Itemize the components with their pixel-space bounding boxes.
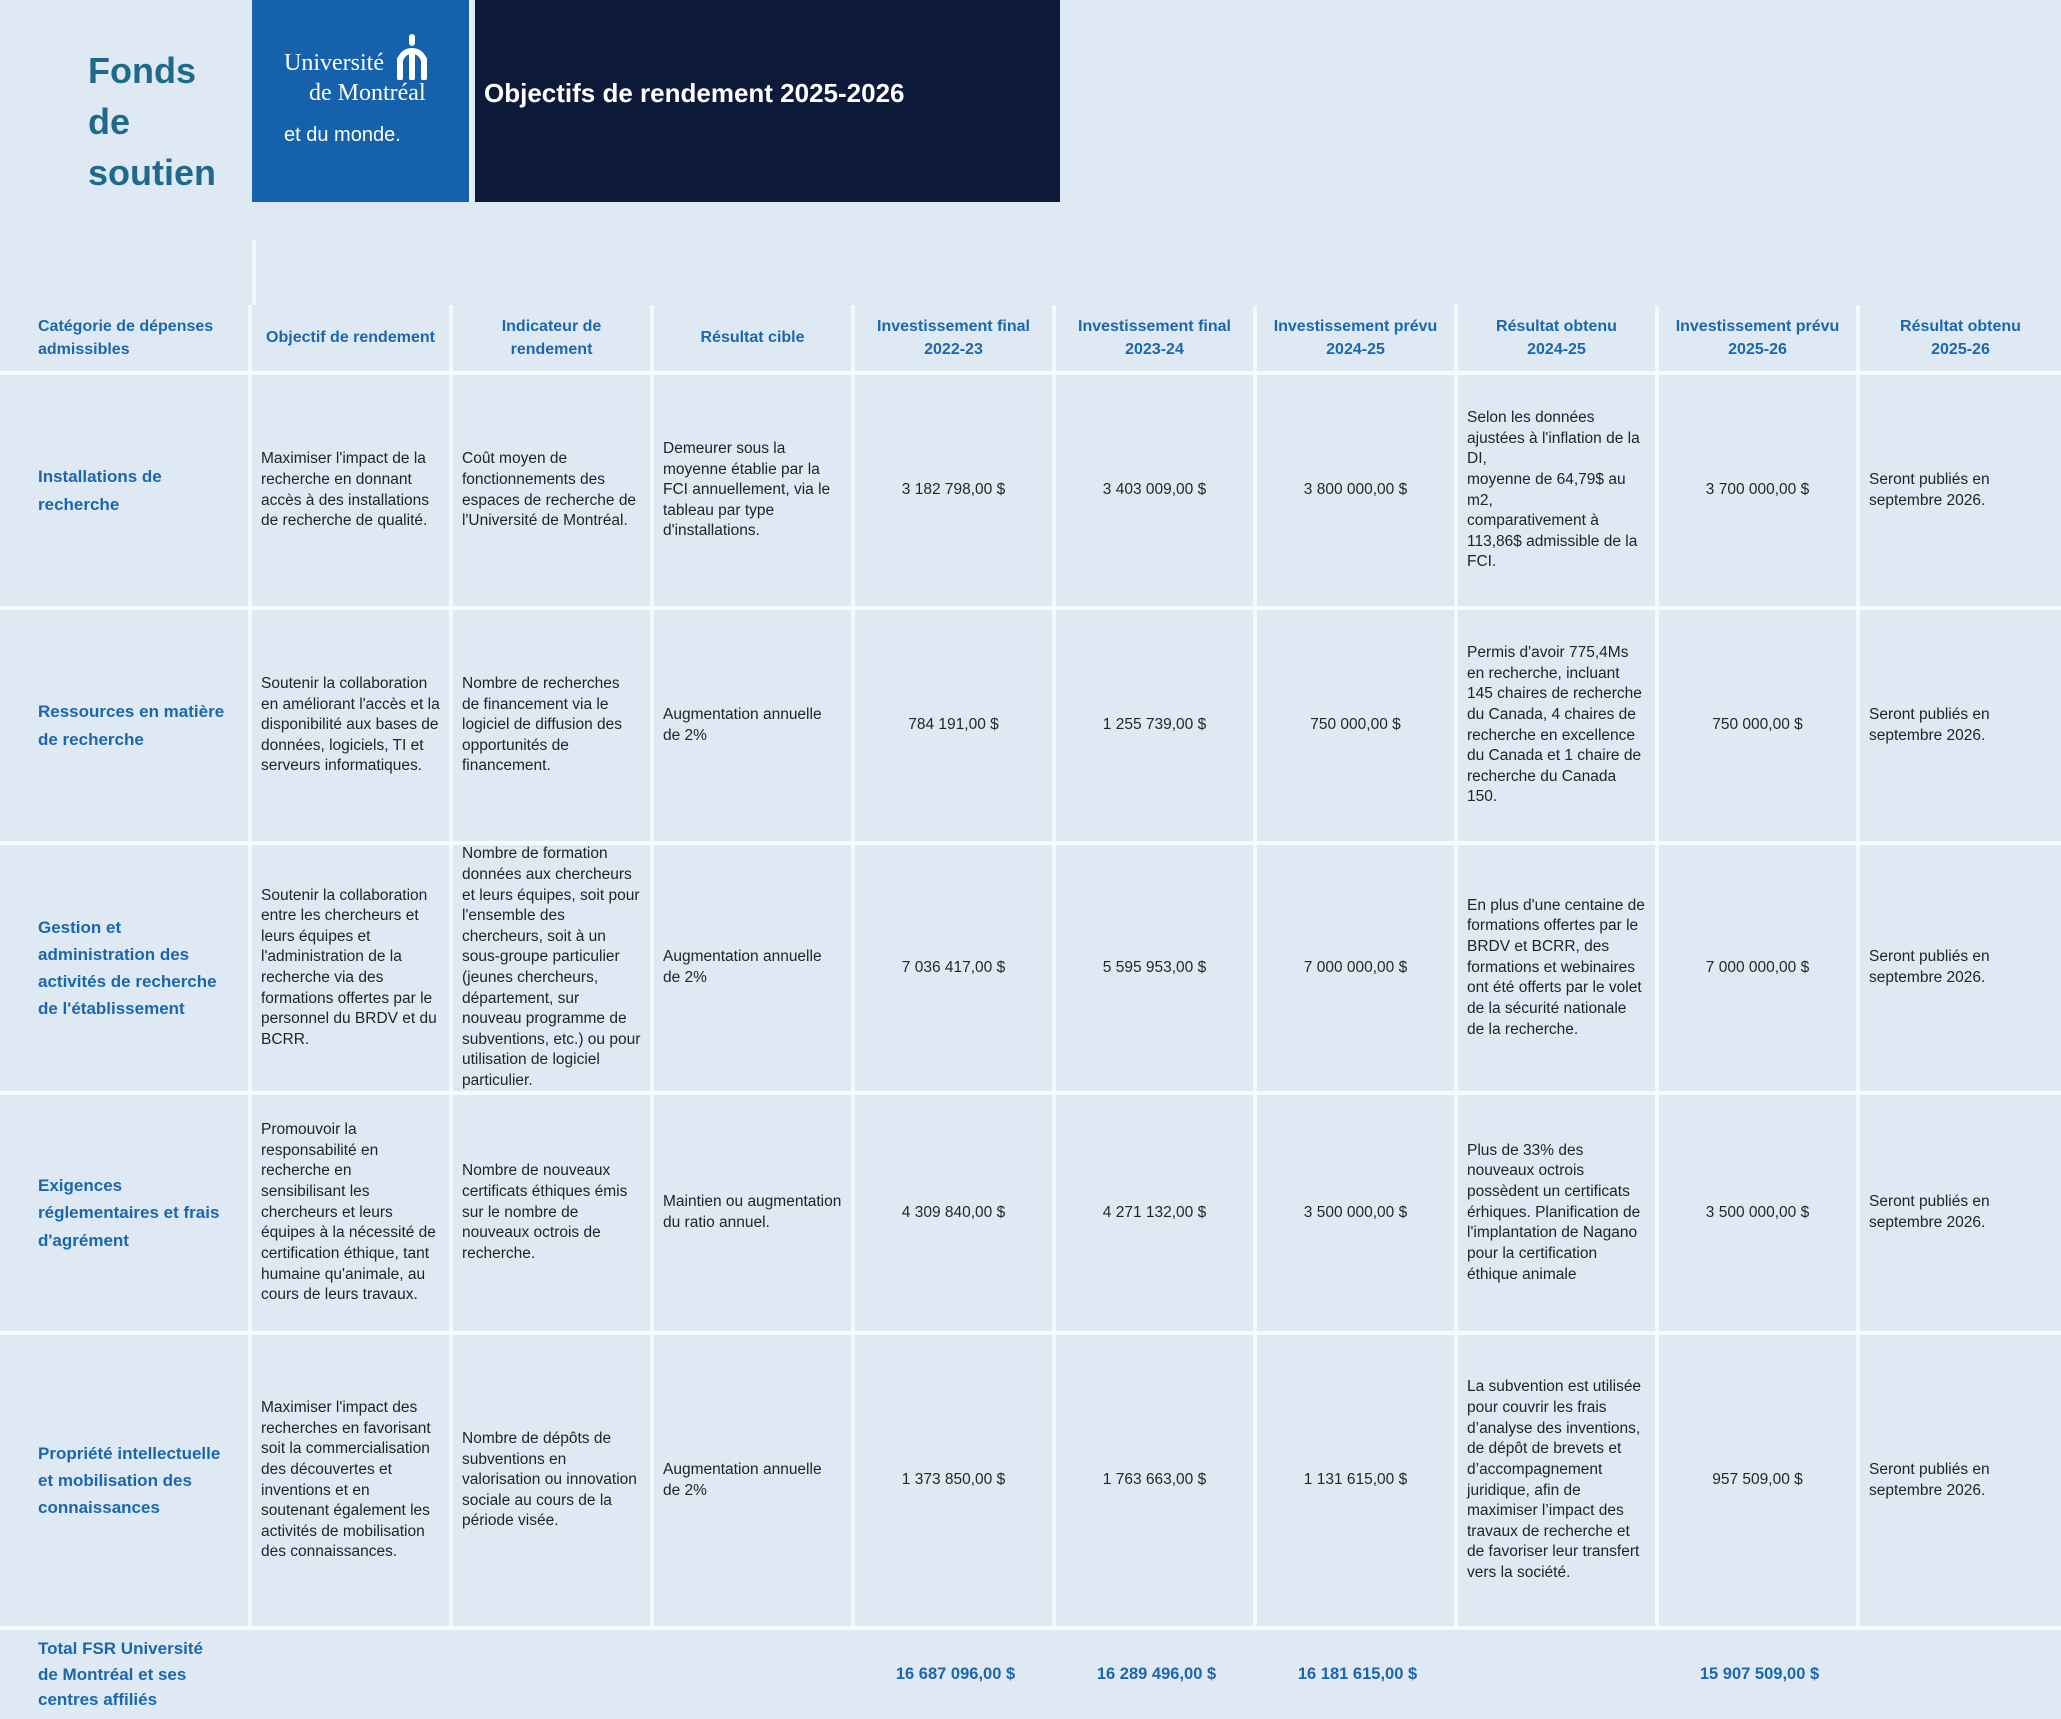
row-inv-prevu-2025-26: 750 000,00 $	[1659, 610, 1860, 841]
row-resultat-2024-25: La subvention est utilisée pour couvrir …	[1458, 1335, 1659, 1626]
banner-title: Objectifs de rendement 2025-2026	[484, 77, 905, 108]
row-resultat-2024-25: Permis d'avoir 775,4Ms en recherche, inc…	[1458, 610, 1659, 841]
row-inv-prevu-2025-26: 3 700 000,00 $	[1659, 375, 1860, 606]
table-row-ressources: Ressources en matière de recherche Soute…	[0, 610, 2061, 845]
row-objective: Maximiser l'impact des recherches en fav…	[252, 1335, 453, 1626]
row-category: Installations de recherche	[0, 375, 252, 606]
row-inv-final-2022-23: 784 191,00 $	[855, 610, 1056, 841]
total-2023-24: 16 289 496,00 $	[1096, 1664, 1217, 1683]
row-target: Augmentation annuelle de 2%	[654, 610, 855, 841]
row-target: Augmentation annuelle de 2%	[654, 1335, 855, 1626]
row-category: Ressources en matière de recherche	[0, 610, 252, 841]
table-total-row: Total FSR Université de Montréal et ses …	[0, 1630, 2061, 1719]
row-inv-prevu-2024-25: 1 131 615,00 $	[1257, 1335, 1458, 1626]
empty-cell	[1458, 1630, 1659, 1719]
row-indicator: Nombre de recherches de financement via …	[453, 610, 654, 841]
row-inv-final-2022-23: 1 373 850,00 $	[855, 1335, 1056, 1626]
row-resultat-2025-26: Seront publiés en septembre 2026.	[1869, 705, 1990, 744]
total-prevu-2025-26: 15 907 509,00 $	[1699, 1664, 1820, 1683]
row-objective: Soutenir la collaboration entre les cher…	[252, 845, 453, 1091]
row-target: Augmentation annuelle de 2%	[654, 845, 855, 1091]
row-resultat-2024-25: Selon les données ajustées à l'inflation…	[1458, 375, 1659, 606]
total-2022-23: 16 687 096,00 $	[895, 1664, 1016, 1683]
row-objective: Promouvoir la responsabilité en recherch…	[252, 1095, 453, 1331]
divider	[252, 240, 256, 305]
table-row-propriete: Propriété intellectuelle et mobilisation…	[0, 1335, 2061, 1630]
row-resultat-2025-26: Seront publiés en septembre 2026.	[1869, 948, 1990, 986]
table-row-installations: Installations de recherche Maximiser l'i…	[0, 375, 2061, 610]
row-indicator: Nombre de nouveaux certificats éthiques …	[453, 1095, 654, 1331]
row-inv-prevu-2025-26: 957 509,00 $	[1659, 1335, 1860, 1626]
logo-wordmark-line2: de Montréal	[309, 80, 426, 106]
table-row-gestion: Gestion et administration des activités …	[0, 845, 2061, 1095]
row-inv-prevu-2024-25: 3 800 000,00 $	[1257, 375, 1458, 606]
row-inv-prevu-2025-26: 7 000 000,00 $	[1659, 845, 1860, 1091]
row-resultat-2025-26: Seront publiés en septembre 2026.	[1869, 470, 1990, 509]
row-resultat-2025-26: Seront publiés en septembre 2026.	[1869, 1193, 1990, 1231]
row-inv-final-2023-24: 3 403 009,00 $	[1056, 375, 1257, 606]
row-inv-prevu-2024-25: 750 000,00 $	[1257, 610, 1458, 841]
empty-cell	[252, 1630, 453, 1719]
row-target: Maintien ou augmentation du ratio annuel…	[654, 1095, 855, 1331]
row-indicator: Nombre de formation données aux chercheu…	[453, 845, 654, 1091]
table-row-exigences: Exigences réglementaires et frais d'agré…	[0, 1095, 2061, 1335]
row-inv-final-2023-24: 5 595 953,00 $	[1056, 845, 1257, 1091]
col-header-objectif: Objectif de rendement	[252, 305, 453, 371]
empty-cell	[654, 1630, 855, 1719]
col-header-inv-final-2023-24: Investissement final 2023-24	[1056, 305, 1257, 371]
col-header-resultat-2025-26: Résultat obtenu 2025-26	[1900, 317, 2021, 358]
total-2024-25: 16 181 615,00 $	[1297, 1664, 1418, 1683]
row-category: Exigences réglementaires et frais d'agré…	[0, 1095, 252, 1331]
total-label: Total FSR Université de Montréal et ses …	[38, 1639, 203, 1710]
row-inv-final-2023-24: 4 271 132,00 $	[1056, 1095, 1257, 1331]
row-inv-final-2023-24: 1 763 663,00 $	[1056, 1335, 1257, 1626]
udem-logo: Université de Montréal et du monde.	[252, 0, 472, 202]
col-header-indicateur: Indicateur de rendement	[453, 305, 654, 371]
row-target: Demeurer sous la moyenne établie par la …	[654, 375, 855, 606]
row-resultat-2025-26: Seront publiés en septembre 2026.	[1869, 1460, 1990, 1499]
row-category: Gestion et administration des activités …	[0, 845, 252, 1091]
empty-cell	[1860, 1630, 2061, 1719]
row-resultat-2024-25: En plus d'une centaine de formations off…	[1458, 845, 1659, 1091]
row-inv-prevu-2025-26: 3 500 000,00 $	[1659, 1095, 1860, 1331]
row-inv-final-2022-23: 7 036 417,00 $	[855, 845, 1056, 1091]
row-indicator: Coût moyen de fonctionnements des espace…	[453, 375, 654, 606]
row-objective: Maximiser l'impact de la recherche en do…	[252, 375, 453, 606]
page-title: Fonds de soutien	[88, 50, 217, 193]
banner: Objectifs de rendement 2025-2026	[475, 0, 1060, 202]
row-resultat-2024-25: Plus de 33% des nouveaux octrois possède…	[1458, 1095, 1659, 1331]
logo-tagline: et du monde.	[284, 124, 401, 146]
row-inv-final-2022-23: 3 182 798,00 $	[855, 375, 1056, 606]
logo-wordmark-line1: Université	[284, 50, 384, 76]
row-objective: Soutenir la collaboration en améliorant …	[252, 610, 453, 841]
col-header-categorie: Catégorie de dépenses admissibles	[0, 305, 252, 371]
performance-table: Catégorie de dépenses admissibles Object…	[0, 305, 2061, 1719]
udem-m-icon	[397, 34, 427, 80]
col-header-inv-final-2022-23: Investissement final 2022-23	[855, 305, 1056, 371]
col-header-inv-prevu-2024-25: Investissement prévu 2024-25	[1257, 305, 1458, 371]
table-header-row: Catégorie de dépenses admissibles Object…	[0, 305, 2061, 375]
col-header-resultat-2024-25: Résultat obtenu 2024-25	[1458, 305, 1659, 371]
row-inv-prevu-2024-25: 3 500 000,00 $	[1257, 1095, 1458, 1331]
row-inv-final-2022-23: 4 309 840,00 $	[855, 1095, 1056, 1331]
col-header-inv-prevu-2025-26: Investissement prévu 2025-26	[1659, 305, 1860, 371]
row-category: Propriété intellectuelle et mobilisation…	[0, 1335, 252, 1626]
empty-cell	[453, 1630, 654, 1719]
col-header-resultat-cible: Résultat cible	[654, 305, 855, 371]
row-indicator: Nombre de dépôts de subventions en valor…	[453, 1335, 654, 1626]
row-inv-prevu-2024-25: 7 000 000,00 $	[1257, 845, 1458, 1091]
row-inv-final-2023-24: 1 255 739,00 $	[1056, 610, 1257, 841]
